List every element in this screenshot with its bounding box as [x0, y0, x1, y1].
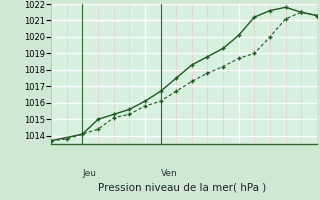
Text: Jeu: Jeu — [83, 169, 96, 178]
Text: Pression niveau de la mer( hPa ): Pression niveau de la mer( hPa ) — [98, 182, 267, 192]
Text: Ven: Ven — [161, 169, 177, 178]
